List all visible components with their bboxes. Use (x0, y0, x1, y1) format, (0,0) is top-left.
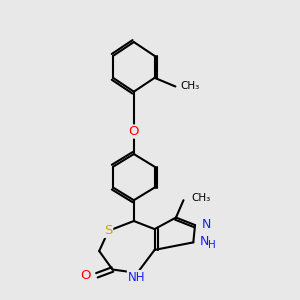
Text: CH₃: CH₃ (180, 82, 199, 92)
Text: CH₃: CH₃ (192, 193, 211, 203)
Text: S: S (104, 224, 112, 237)
Text: O: O (129, 125, 139, 138)
Text: N: N (202, 218, 211, 231)
Text: O: O (81, 269, 91, 282)
Text: NH: NH (128, 271, 145, 284)
Text: N: N (200, 235, 210, 248)
Text: H: H (208, 240, 216, 250)
